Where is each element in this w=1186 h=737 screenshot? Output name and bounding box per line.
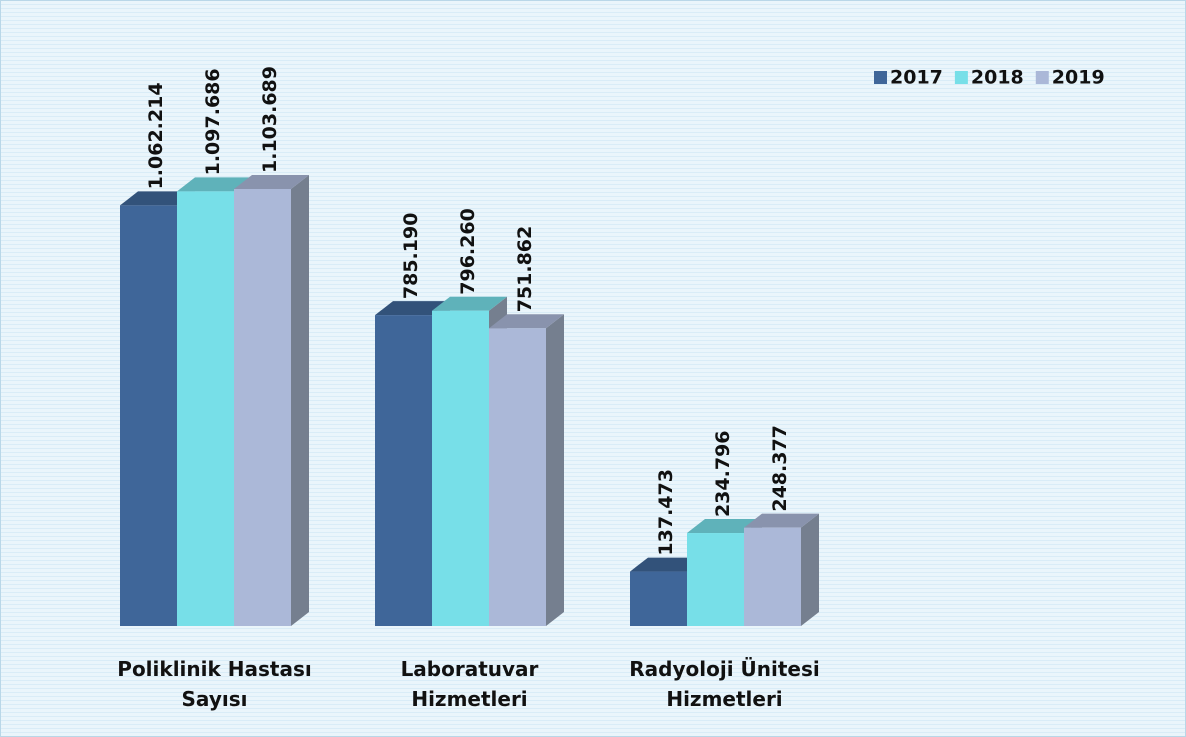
bar-top bbox=[744, 513, 819, 528]
bar-front bbox=[432, 310, 489, 626]
bar-front bbox=[375, 315, 432, 626]
bar-top bbox=[234, 175, 309, 189]
bar-front bbox=[630, 571, 687, 626]
value-label: 137.473 bbox=[655, 469, 677, 556]
legend-label: 2018 bbox=[971, 67, 1024, 89]
value-label: 1.097.686 bbox=[202, 68, 224, 175]
legend-swatch bbox=[874, 71, 887, 84]
value-label: 1.062.214 bbox=[145, 82, 167, 189]
bar-top bbox=[687, 519, 762, 534]
value-label: 751.862 bbox=[514, 226, 536, 313]
bar-top bbox=[630, 557, 705, 572]
x-tick-label: Poliklinik Hastası Sayısı bbox=[117, 657, 312, 711]
bar-side bbox=[546, 314, 564, 626]
value-label: 785.190 bbox=[400, 213, 422, 300]
value-label: 796.260 bbox=[457, 208, 479, 295]
bar bbox=[744, 513, 819, 626]
x-tick-label: Laboratuvar Hizmetleri bbox=[400, 657, 539, 711]
x-tick-label: Radyoloji Ünitesi Hizmetleri bbox=[629, 657, 820, 711]
value-label: 248.377 bbox=[769, 425, 791, 512]
bar bbox=[489, 314, 564, 626]
bar-front bbox=[489, 328, 546, 626]
legend-swatch bbox=[954, 71, 968, 84]
bar-front bbox=[120, 205, 177, 626]
legend-label: 2019 bbox=[1052, 67, 1105, 89]
bar-top bbox=[489, 314, 564, 329]
bar-front bbox=[744, 527, 801, 626]
bar-side bbox=[801, 513, 819, 626]
bar-side bbox=[291, 175, 309, 626]
legend-swatch bbox=[1035, 71, 1049, 84]
bar-top bbox=[177, 177, 252, 192]
bar bbox=[234, 175, 309, 626]
bar-top bbox=[375, 301, 450, 316]
bar-front bbox=[234, 189, 291, 626]
legend-label: 2017 bbox=[890, 67, 943, 89]
value-label: 234.796 bbox=[712, 430, 734, 517]
value-label: 1.103.689 bbox=[259, 66, 281, 173]
bar-top bbox=[432, 296, 507, 311]
bar-front bbox=[177, 191, 234, 626]
bar-top bbox=[120, 191, 195, 206]
bar-front bbox=[687, 533, 744, 626]
